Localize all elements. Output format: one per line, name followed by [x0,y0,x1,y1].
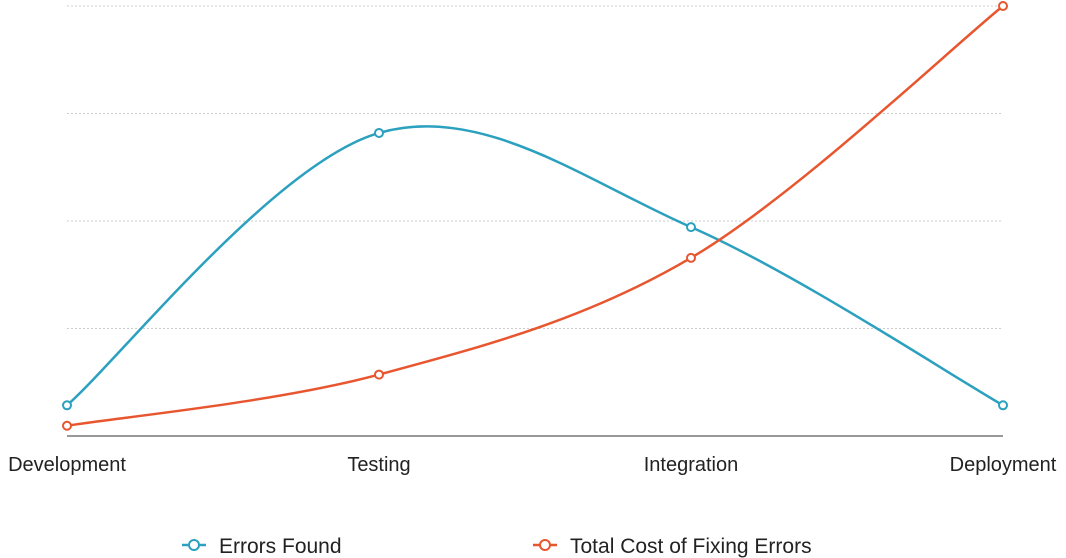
x-tick-label: Development [8,454,126,476]
data-point-total-cost-of-fixing-errors [686,252,696,263]
legend-swatch-marker [188,539,200,551]
x-tick-label: Testing [347,454,410,476]
legend-item-total-cost-of-fixing-errors: Total Cost of Fixing Errors [533,535,812,558]
series-line-total-cost-of-fixing-errors [66,5,1004,427]
data-point-errors-found [62,400,72,411]
data-point-markers [62,1,1008,431]
data-point-total-cost-of-fixing-errors [998,1,1008,11]
data-point-errors-found [374,127,384,138]
legend-swatch-marker [539,539,551,551]
series-line-errors-found [66,125,1004,407]
data-point-total-cost-of-fixing-errors [374,369,384,380]
data-point-total-cost-of-fixing-errors [62,420,72,431]
legend: Errors Found Total Cost of Fixing Errors [182,535,812,558]
x-tick-label: Integration [644,454,739,476]
gridlines [67,5,1003,329]
x-tick-label: Deployment [950,454,1057,476]
series-lines [66,5,1004,427]
legend-label: Errors Found [219,535,342,558]
data-point-errors-found [686,222,696,233]
legend-item-errors-found: Errors Found [182,535,342,558]
legend-label: Total Cost of Fixing Errors [570,535,812,558]
data-point-errors-found [998,400,1008,411]
x-tick-labels: Development Testing Integration Deployment [8,454,1057,476]
